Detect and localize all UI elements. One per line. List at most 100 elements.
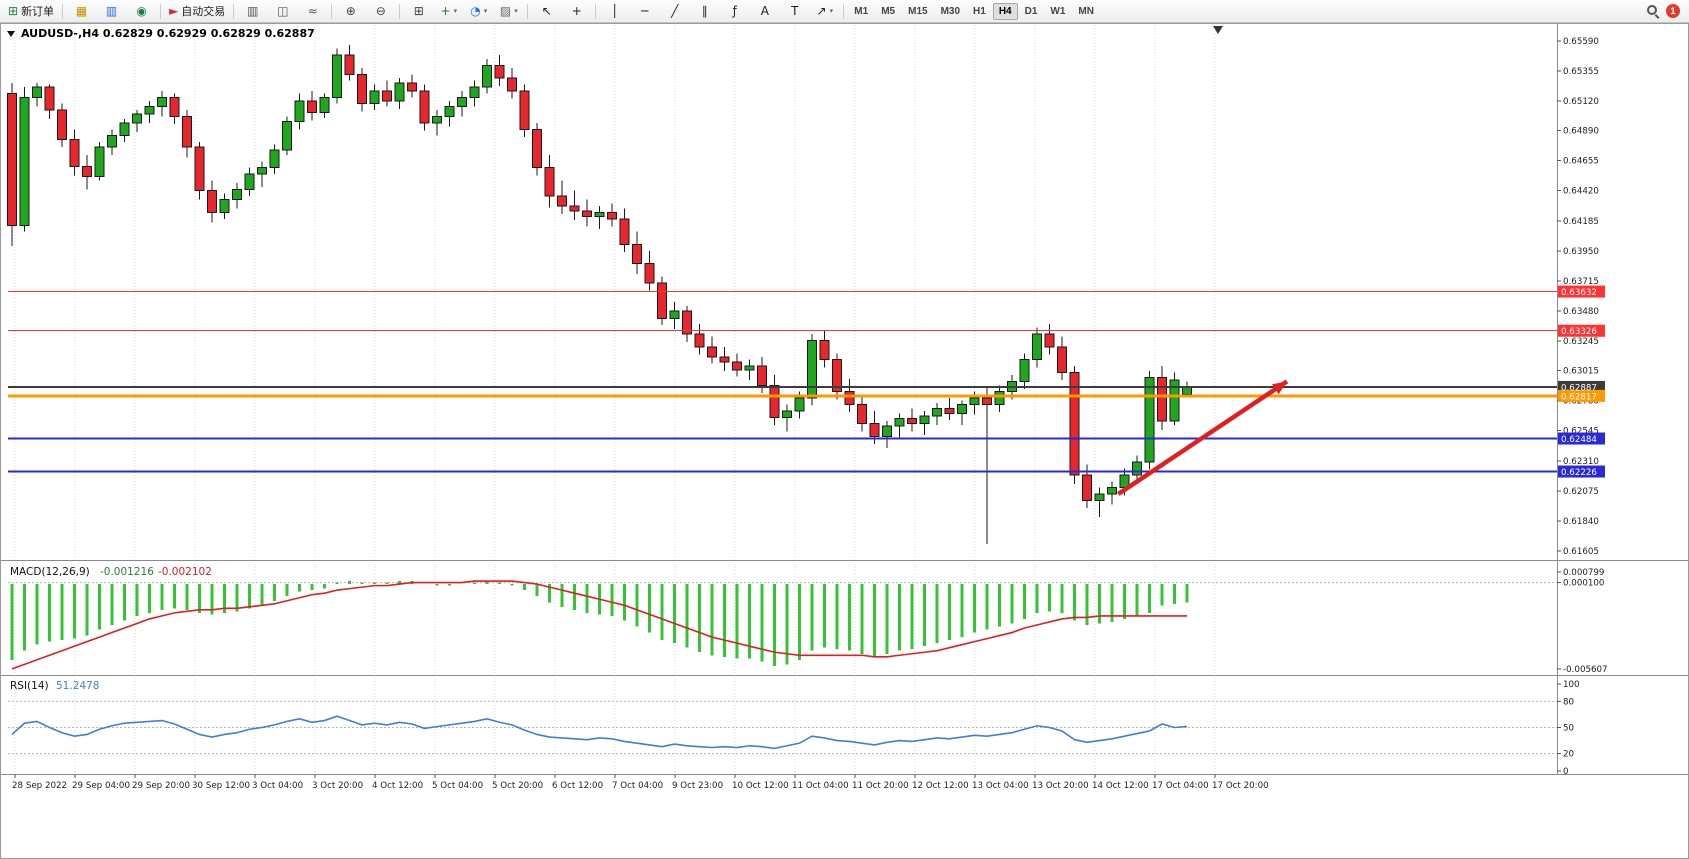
price-axis-label: 0.64655 [1563, 157, 1599, 167]
line-chart-button[interactable]: ≈ [298, 1, 327, 22]
price-axis-label: 0.63015 [1563, 367, 1599, 377]
price-axis-label: 0.63480 [1563, 307, 1599, 317]
indicators-icon: + [440, 4, 451, 18]
data-window-button[interactable]: ◉ [127, 1, 156, 22]
panel-separators[interactable] [0, 560, 1689, 775]
time-axis-label: 7 Oct 04:00 [612, 781, 663, 791]
timeframe-m5[interactable]: M5 [881, 5, 896, 17]
price-axis-label: 0.65120 [1563, 97, 1599, 107]
candlestick-chart-button[interactable]: ◫ [268, 1, 297, 22]
notification-badge[interactable]: 1 [1666, 4, 1680, 18]
toolbar-buttons: ⊞ 新订单 ▦ ▥ ◉ ► 自动交易 ▥ ◫ ≈ ⊕ ⊖ ⊞ + ▾ ◔ ▾ ▨ ▾ ↖ + │ ─ ╱ ∥ ƒ A T ↗ ▾ M1 M5 M… [4, 1, 1100, 22]
fibonacci-button[interactable]: ƒ [720, 1, 749, 22]
search-icon[interactable] [1647, 5, 1659, 17]
timeframe-m15[interactable]: M15 [908, 5, 928, 17]
indicators-button[interactable]: + ▾ [434, 1, 463, 22]
macd-axis-label: -0.005607 [1563, 665, 1608, 675]
horizontal-line-icon: ─ [641, 4, 649, 18]
rsi-panel [8, 683, 1561, 772]
price-axis-label: 0.64185 [1563, 217, 1599, 227]
price-axis-label: 0.65355 [1563, 67, 1599, 77]
rsi-axis-label: 100 [1563, 680, 1580, 690]
vertical-line-icon: │ [611, 4, 619, 18]
price-tag [1558, 465, 1605, 478]
time-axis-label: 17 Oct 20:00 [1212, 781, 1269, 791]
toolbar-separator [399, 3, 401, 19]
price-axis-label: 0.63245 [1563, 337, 1599, 347]
timeframe-m1[interactable]: M1 [854, 5, 869, 17]
autotrading-button[interactable]: ► 自动交易 [165, 1, 229, 22]
indicators-dropdown-icon[interactable]: ▾ [453, 7, 458, 15]
charts-profiles-button[interactable]: ▦ [67, 1, 96, 22]
cursor-icon: ↖ [541, 4, 552, 18]
cursor-button[interactable]: ↖ [532, 1, 561, 22]
toolbar-right: 1 [1647, 4, 1685, 18]
price-tag [1558, 432, 1605, 445]
arrows-button[interactable]: ↗ ▾ [810, 1, 839, 22]
vertical-line-button[interactable]: │ [600, 1, 629, 22]
bar-chart-button[interactable]: ▥ [238, 1, 267, 22]
candles [7, 44, 1192, 544]
text-label-button[interactable]: T [780, 1, 809, 22]
templates-dropdown-icon[interactable]: ▾ [514, 7, 518, 15]
time-axis[interactable] [14, 774, 1216, 778]
main-toolbar: ⊞ 新订单 ▦ ▥ ◉ ► 自动交易 ▥ ◫ ≈ ⊕ ⊖ ⊞ + ▾ ◔ ▾ ▨ ▾ ↖ + │ ─ ╱ ∥ ƒ A T ↗ ▾ M1 M5 M… [0, 0, 1689, 23]
toolbar-separator [160, 3, 162, 19]
zoom-in-button[interactable]: ⊕ [336, 1, 365, 22]
toolbar-separator [843, 3, 845, 19]
chart-shift-marker[interactable] [1213, 26, 1223, 34]
crosshair-button[interactable]: + [562, 1, 591, 22]
horizontal-line-button[interactable]: ─ [630, 1, 659, 22]
time-axis-label: 9 Oct 23:00 [672, 781, 723, 791]
zoom-out-button[interactable]: ⊖ [366, 1, 395, 22]
equidistant-channel-button[interactable]: ∥ [690, 1, 719, 22]
price-tag-label: 0.62226 [1561, 468, 1597, 478]
price-axis-label: 0.63715 [1563, 277, 1599, 287]
timeframe-m30[interactable]: M30 [940, 5, 961, 17]
price-chart: AUDUSD-,H4 0.62829 0.62929 0.62829 0.628… [0, 23, 1689, 859]
time-axis-label: 5 Oct 20:00 [492, 781, 543, 791]
text-label-icon: T [791, 4, 799, 18]
macd-panel [8, 571, 1561, 670]
price-axis-label: 0.61840 [1563, 517, 1599, 527]
tile-windows-button[interactable]: ⊞ [404, 1, 433, 22]
time-axis-label: 5 Oct 04:00 [432, 781, 483, 791]
trend-arrow[interactable] [1117, 379, 1289, 496]
price-axis-label: 0.65590 [1563, 37, 1599, 47]
templates-button[interactable]: ▨ ▾ [494, 1, 523, 22]
templates-icon: ▨ [499, 4, 512, 18]
trendline-button[interactable]: ╱ [660, 1, 689, 22]
price-tag-label: 0.62817 [1561, 392, 1597, 402]
price-axis-label: 0.64890 [1563, 127, 1599, 137]
chart-symbol-label: AUDUSD-,H4 0.62829 0.62929 0.62829 0.628… [21, 27, 315, 40]
autotrading-icon: ► [169, 4, 179, 18]
macd-signal-line [11, 580, 1187, 670]
zoom-in-icon: ⊕ [345, 4, 356, 18]
time-axis-label: 11 Oct 04:00 [792, 781, 849, 791]
price-axis-label: 0.62310 [1563, 457, 1599, 467]
rsi-axis-label: 0 [1563, 767, 1569, 777]
timeframe-h4[interactable]: H4 [992, 2, 1018, 20]
symbol-menu-icon[interactable] [7, 31, 15, 37]
timeframe-w1[interactable]: W1 [1050, 5, 1066, 17]
timeframe-h1[interactable]: H1 [973, 5, 986, 17]
charts-profiles-icon: ▦ [75, 4, 88, 18]
periods-dropdown-icon[interactable]: ▾ [483, 7, 488, 15]
market-watch-button[interactable]: ▥ [97, 1, 126, 22]
macd-value-main: -0.001216 [100, 566, 154, 578]
new-order-icon: ⊞ [8, 4, 19, 18]
timeframe-mn[interactable]: MN [1078, 5, 1094, 17]
timeframe-d1[interactable]: D1 [1024, 5, 1038, 17]
time-axis-label: 29 Sep 20:00 [132, 781, 190, 791]
arrows-dropdown-icon[interactable]: ▾ [829, 7, 834, 15]
text-icon: A [760, 4, 769, 18]
rsi-axis-label: 50 [1563, 724, 1574, 734]
time-axis-label: 14 Oct 12:00 [1092, 781, 1149, 791]
equidistant-channel-icon: ∥ [701, 4, 708, 18]
toolbar-separator [233, 3, 235, 19]
new-order-button[interactable]: ⊞ 新订单 [4, 1, 58, 22]
periods-button[interactable]: ◔ ▾ [464, 1, 493, 22]
arrows-icon: ↗ [816, 4, 827, 18]
text-button[interactable]: A [750, 1, 779, 22]
toolbar-separator [527, 3, 529, 19]
